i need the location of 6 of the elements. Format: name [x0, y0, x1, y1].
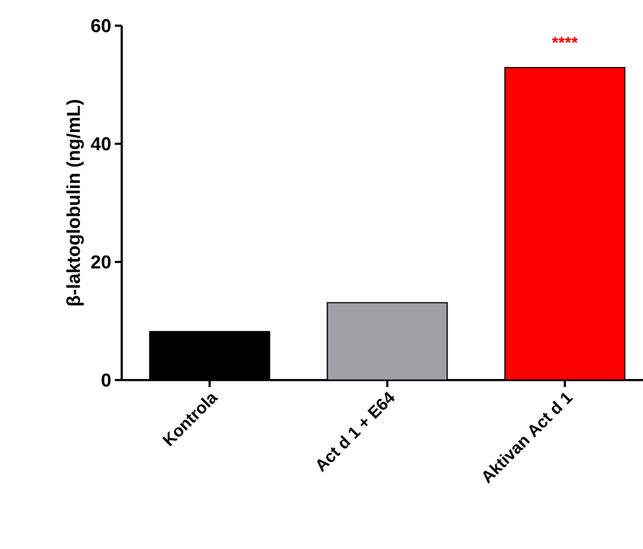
y-axis-title: β-laktoglobulin (ng/mL)	[66, 100, 84, 306]
y-tick-label: 0	[102, 374, 111, 387]
y-tick-label: 60	[91, 19, 111, 32]
y-tick-label: 40	[90, 137, 111, 150]
annotation: ****	[552, 36, 578, 44]
y-tick-label: 20	[91, 255, 111, 269]
